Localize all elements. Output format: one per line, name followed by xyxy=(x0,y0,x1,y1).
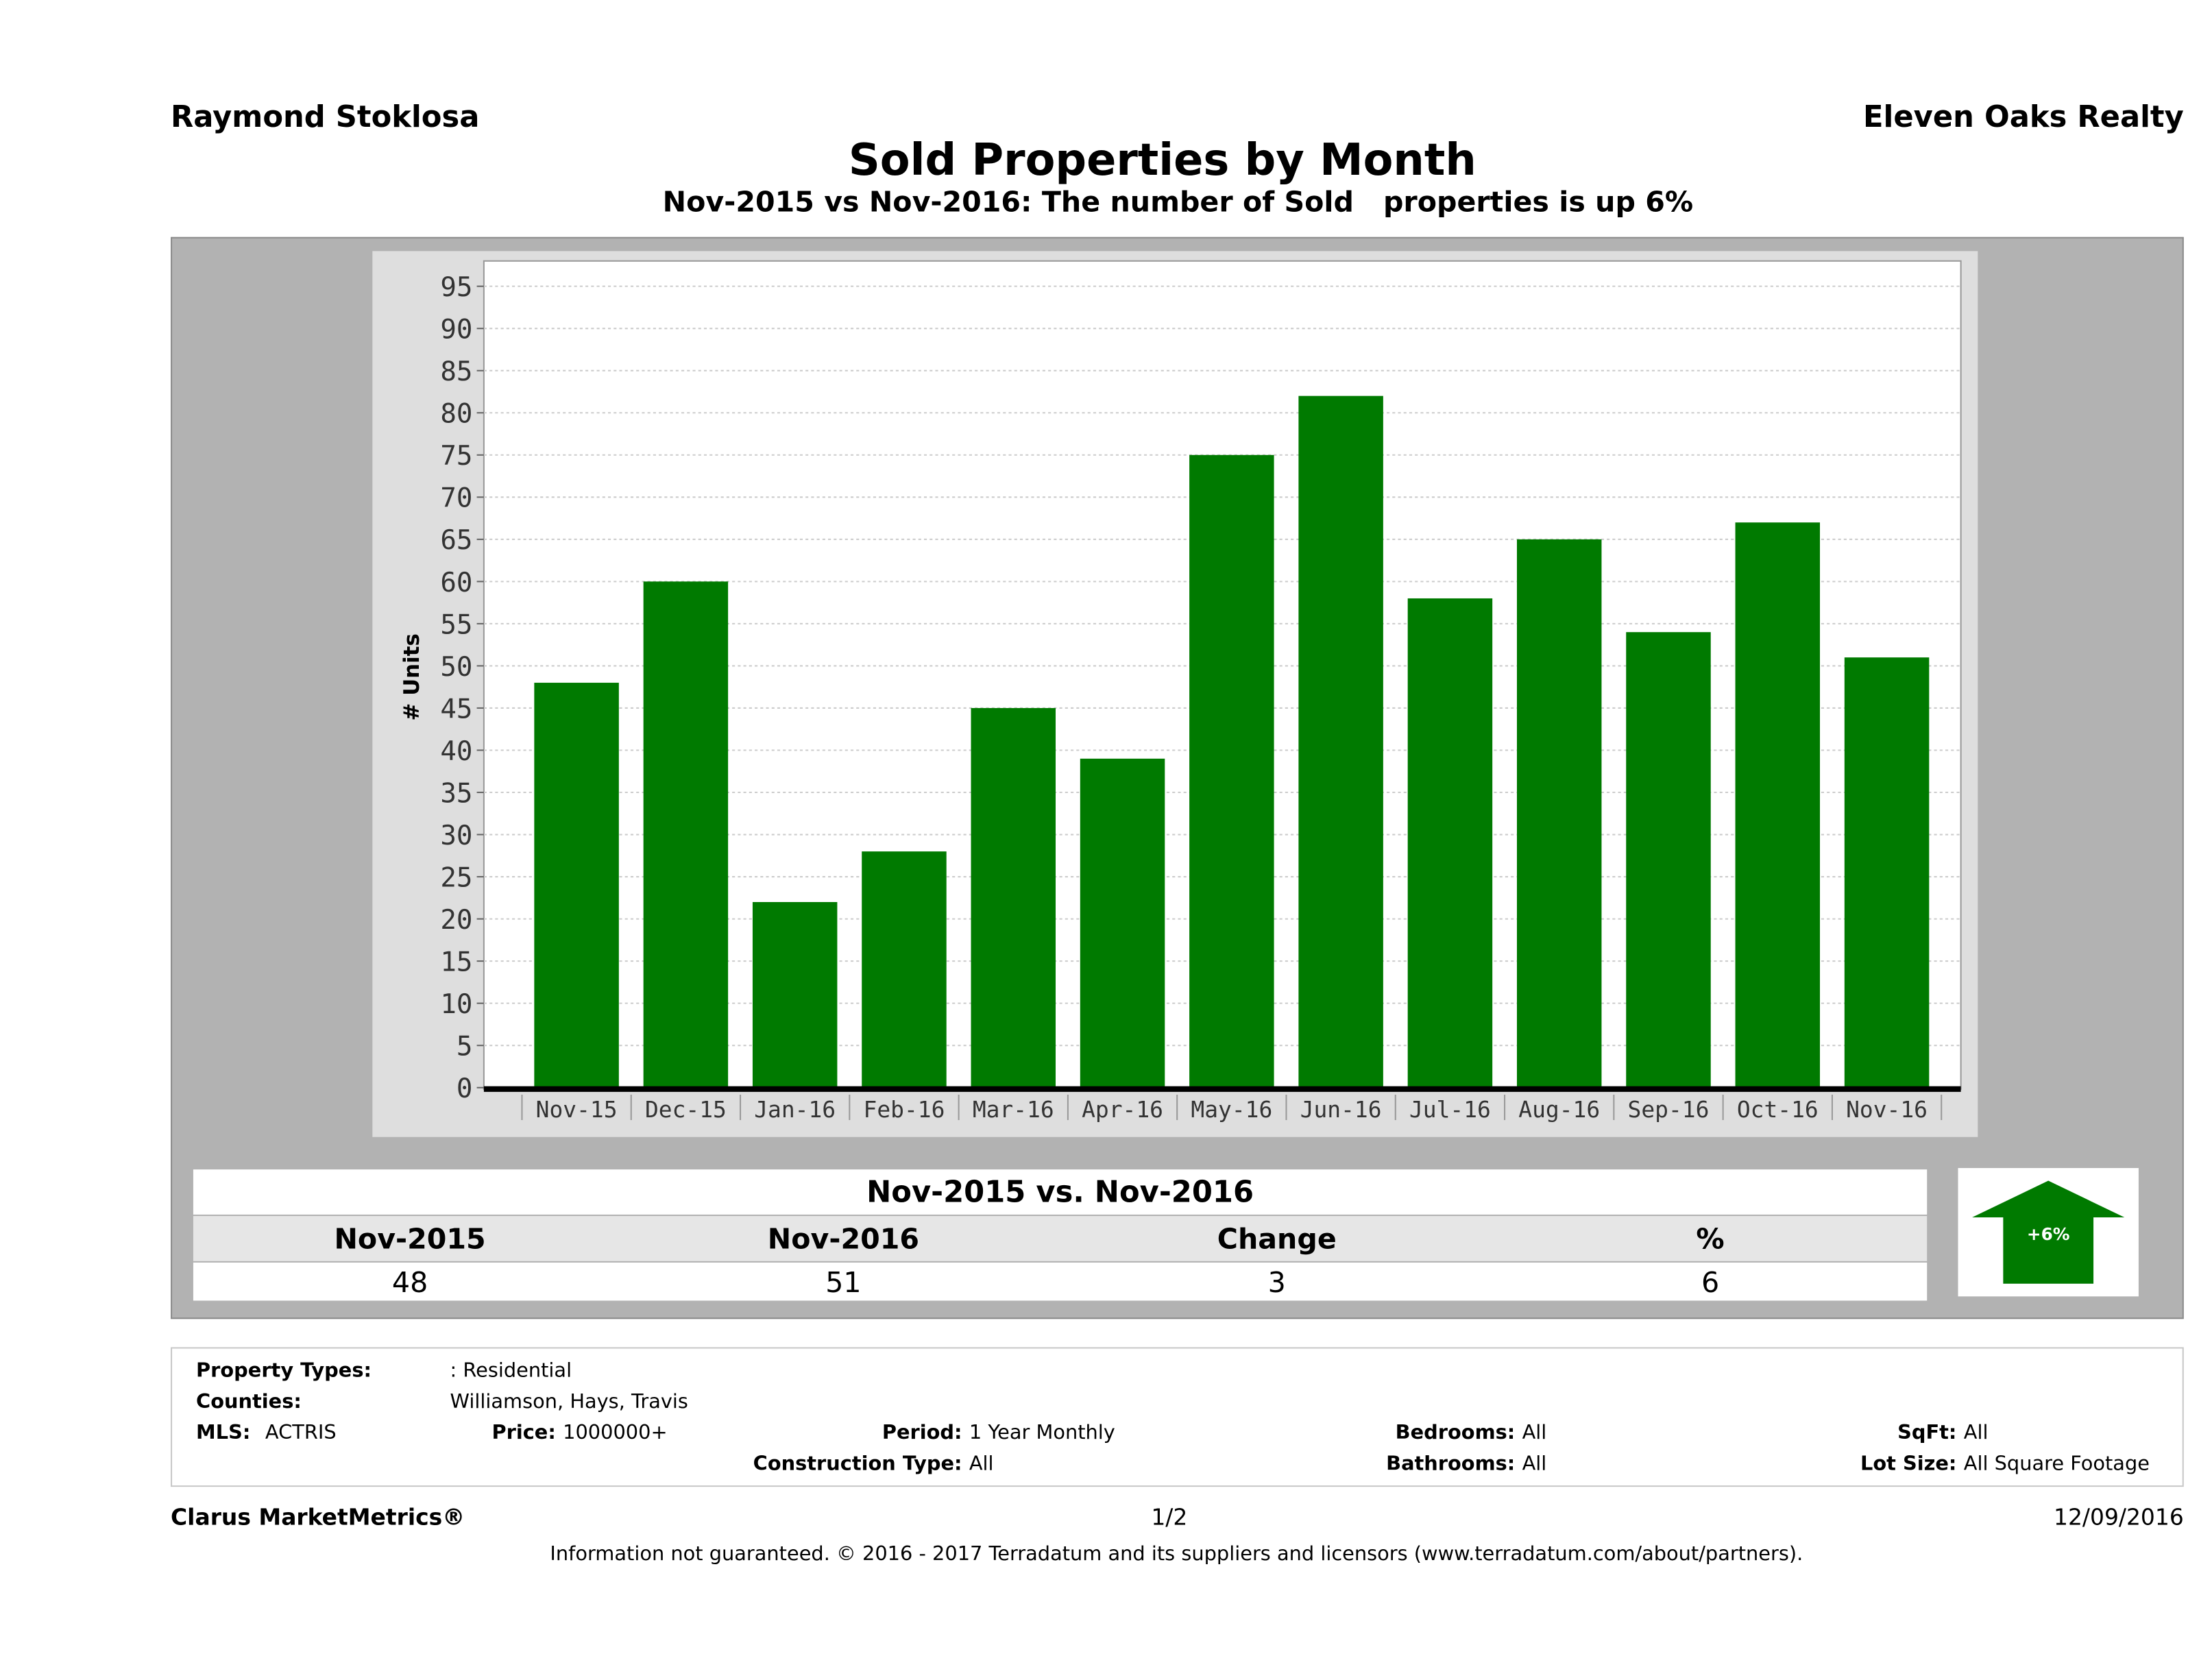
y-tick-label: 10 xyxy=(440,989,472,1020)
y-tick-label: 55 xyxy=(440,609,472,640)
label: Property Types: xyxy=(196,1359,372,1383)
value: All xyxy=(1522,1422,1547,1445)
change-badge-label: +6% xyxy=(2027,1224,2070,1244)
summary-header: Nov-2016 xyxy=(767,1221,920,1256)
summary-header: % xyxy=(1696,1221,1725,1256)
change-badge: +6% xyxy=(1958,1168,2139,1297)
y-tick-label: 75 xyxy=(440,441,472,472)
label: MLS: xyxy=(196,1422,251,1445)
x-tick-label: Dec-15 xyxy=(645,1096,727,1123)
broker-name: Eleven Oaks Realty xyxy=(1863,100,2184,134)
bar-chart: 0 5 10 15 20 25 30 35 40 45 50 55 60 65 70 75 80 85 90 95 No… xyxy=(400,260,1962,1123)
bar-dec-15 xyxy=(643,581,729,1088)
y-tick-label: 0 xyxy=(457,1073,473,1104)
chart-title: Sold Properties by Month xyxy=(848,135,1476,186)
label: Bedrooms: xyxy=(1395,1422,1516,1445)
value: All xyxy=(1522,1452,1547,1476)
summary-value: 3 xyxy=(1267,1264,1286,1299)
label: Bathrooms: xyxy=(1386,1452,1516,1476)
summary-header: Change xyxy=(1217,1221,1337,1256)
disclaimer: Information not guaranteed. © 2016 - 201… xyxy=(550,1543,1803,1566)
y-tick-label: 70 xyxy=(440,483,472,514)
x-axis-line xyxy=(483,1086,1961,1092)
summary-value-row: 48 51 3 6 xyxy=(193,1262,1928,1301)
summary-value: 6 xyxy=(1701,1264,1720,1299)
label: Construction Type: xyxy=(753,1452,962,1476)
label: Price: xyxy=(491,1422,556,1445)
label: Period: xyxy=(882,1422,962,1445)
bar-oct-16 xyxy=(1735,522,1821,1088)
value: All Square Footage xyxy=(1963,1452,2150,1476)
agent-name: Raymond Stoklosa xyxy=(171,100,480,134)
bar-jan-16 xyxy=(752,901,838,1088)
y-tick-label: 95 xyxy=(440,272,472,303)
bar-jul-16 xyxy=(1407,598,1493,1088)
bar-nov-15 xyxy=(534,683,619,1088)
value: All xyxy=(969,1452,994,1476)
summary-header: Nov-2015 xyxy=(334,1221,486,1256)
value: 1000000+ xyxy=(563,1422,668,1445)
value: 1 Year Monthly xyxy=(969,1422,1115,1445)
chart-subtitle: Nov-2015 vs Nov-2016: The number of Sold… xyxy=(662,184,1694,219)
y-tick-label: 50 xyxy=(440,652,472,683)
y-tick-label: 35 xyxy=(440,778,472,809)
footer-brand: Clarus MarketMetrics® xyxy=(171,1503,465,1531)
summary-value: 51 xyxy=(825,1264,862,1299)
x-tick-label: Oct-16 xyxy=(1737,1096,1819,1123)
bar-apr-16 xyxy=(1080,758,1165,1088)
y-tick-label: 90 xyxy=(440,315,472,345)
page-number: 1/2 xyxy=(1151,1503,1188,1531)
x-tick-label: Mar-16 xyxy=(973,1096,1054,1123)
y-axis-label: # Units xyxy=(400,633,424,720)
y-tick-label: 60 xyxy=(440,568,472,598)
bar-feb-16 xyxy=(862,851,947,1088)
label: Counties: xyxy=(196,1391,302,1414)
y-tick-label: 25 xyxy=(440,862,472,893)
y-tick-label: 30 xyxy=(440,820,472,851)
y-tick-label: 40 xyxy=(440,736,472,767)
y-tick-label: 45 xyxy=(440,694,472,725)
bar-nov-16 xyxy=(1844,657,1930,1088)
x-tick-label: Sep-16 xyxy=(1628,1096,1710,1123)
report-date: 12/09/2016 xyxy=(2053,1503,2184,1531)
bar-aug-16 xyxy=(1516,539,1602,1088)
label: SqFt: xyxy=(1897,1422,1957,1445)
label: Lot Size: xyxy=(1860,1452,1957,1476)
y-tick-label: 85 xyxy=(440,356,472,387)
bar-sep-16 xyxy=(1626,632,1711,1088)
x-tick-label: Apr-16 xyxy=(1082,1096,1163,1123)
x-tick-label: Jun-16 xyxy=(1300,1096,1382,1123)
bar-may-16 xyxy=(1189,454,1274,1088)
y-tick-label: 15 xyxy=(440,947,472,978)
summary-header-row: Nov-2015 Nov-2016 Change % xyxy=(193,1215,1928,1261)
summary-value: 48 xyxy=(391,1264,428,1299)
x-tick-label: May-16 xyxy=(1191,1096,1272,1123)
y-tick-label: 80 xyxy=(440,399,472,430)
bar-jun-16 xyxy=(1298,396,1383,1088)
x-tick-label: Feb-16 xyxy=(864,1096,945,1123)
value: ACTRIS xyxy=(265,1422,337,1445)
value: All xyxy=(1963,1422,1989,1445)
value: Williamson, Hays, Travis xyxy=(450,1391,688,1414)
up-arrow-icon: +6% xyxy=(1972,1180,2125,1284)
x-tick-label: Jan-16 xyxy=(754,1096,836,1123)
x-tick-label: Jul-16 xyxy=(1409,1096,1491,1123)
x-tick-label: Nov-15 xyxy=(536,1096,618,1123)
x-tick-label: Nov-16 xyxy=(1846,1096,1928,1123)
criteria-box: Property Types: : Residential Counties: … xyxy=(171,1347,2184,1487)
bar-mar-16 xyxy=(971,707,1056,1088)
y-tick-label: 65 xyxy=(440,525,472,556)
summary-title: Nov-2015 vs. Nov-2016 xyxy=(193,1169,1928,1215)
value: : Residential xyxy=(450,1359,572,1383)
y-tick-label: 20 xyxy=(440,905,472,936)
x-tick-label: Aug-16 xyxy=(1518,1096,1600,1123)
y-tick-label: 5 xyxy=(457,1032,473,1062)
